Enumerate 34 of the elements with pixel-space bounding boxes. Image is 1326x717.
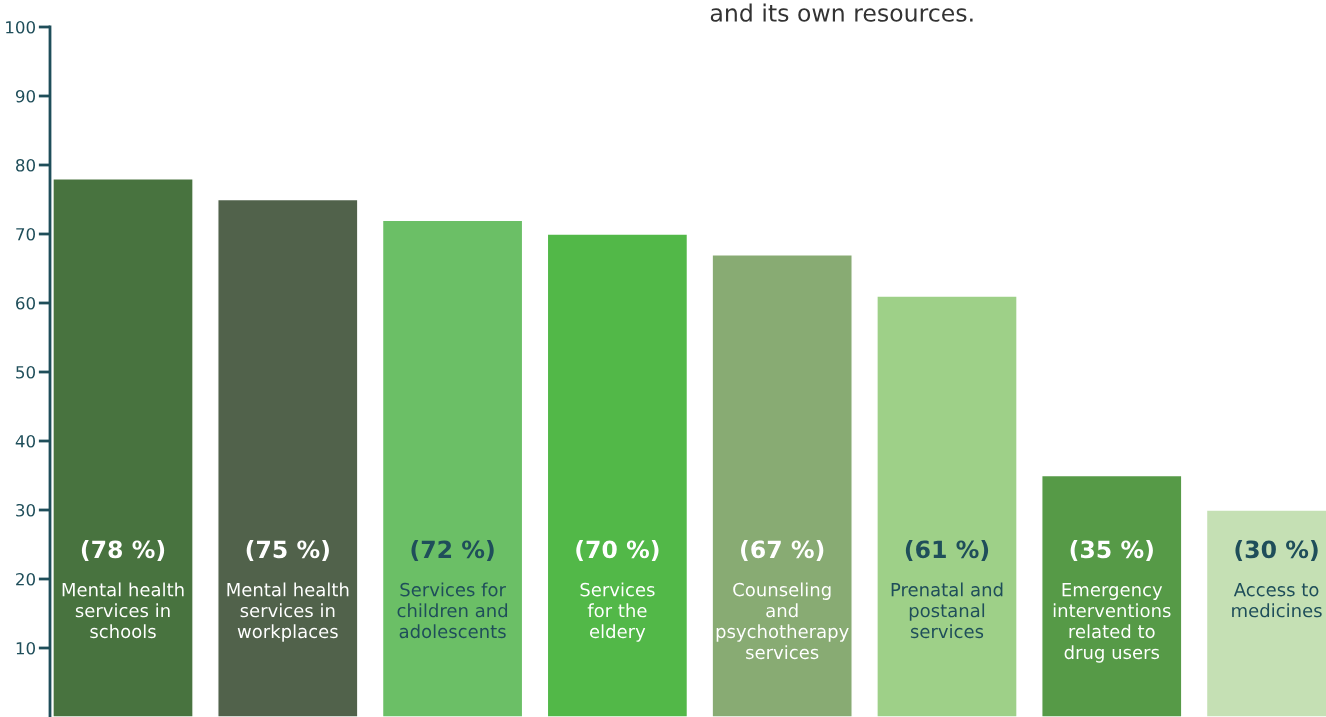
y-tick-label: 100 bbox=[6, 20, 35, 34]
data-label: (72 %) bbox=[411, 540, 494, 562]
y-tick-label: 10 bbox=[16, 641, 35, 655]
y-tick-label: 70 bbox=[16, 227, 35, 241]
y-tick-label: 30 bbox=[16, 503, 35, 517]
data-label: (30 %) bbox=[1235, 540, 1318, 562]
bar bbox=[711, 254, 853, 717]
x-tick-label: Access to medicines bbox=[1232, 583, 1322, 618]
data-label: (70 %) bbox=[576, 540, 659, 562]
bar bbox=[381, 219, 524, 717]
x-tick-label: Prenatal and postanal services bbox=[891, 582, 1003, 639]
y-tick-label: 90 bbox=[15, 89, 35, 103]
y-tick-label: 80 bbox=[16, 158, 35, 172]
data-label: (61 %) bbox=[905, 540, 989, 562]
text: and its own resources. bbox=[710, 3, 973, 22]
bar bbox=[1041, 474, 1183, 717]
bar bbox=[52, 178, 194, 717]
x-tick-label: Emergency interventions related to drug users bbox=[1053, 583, 1171, 663]
x-tick-label: Services for the eldery bbox=[580, 582, 655, 642]
y-tick-label: 20 bbox=[16, 572, 35, 586]
data-label: (75 %) bbox=[246, 540, 329, 562]
data-label: (35 %) bbox=[1070, 540, 1153, 562]
x-tick-label: Mental health services in schools bbox=[62, 582, 184, 639]
y-tick-label: 60 bbox=[16, 296, 35, 310]
x-tick-label: Counseling and psychotherapy services bbox=[716, 582, 849, 660]
x-tick-label: Mental health services in workplaces bbox=[227, 582, 349, 642]
data-label: (78 %) bbox=[81, 540, 165, 562]
bar bbox=[876, 295, 1018, 717]
bar bbox=[546, 233, 689, 717]
x-tick-label: Services for children and adolescents bbox=[397, 582, 508, 639]
y-tick-label: 40 bbox=[15, 434, 35, 448]
bar bbox=[217, 198, 359, 717]
y-tick-label: 50 bbox=[16, 365, 35, 379]
data-label: (67 %) bbox=[741, 540, 824, 562]
